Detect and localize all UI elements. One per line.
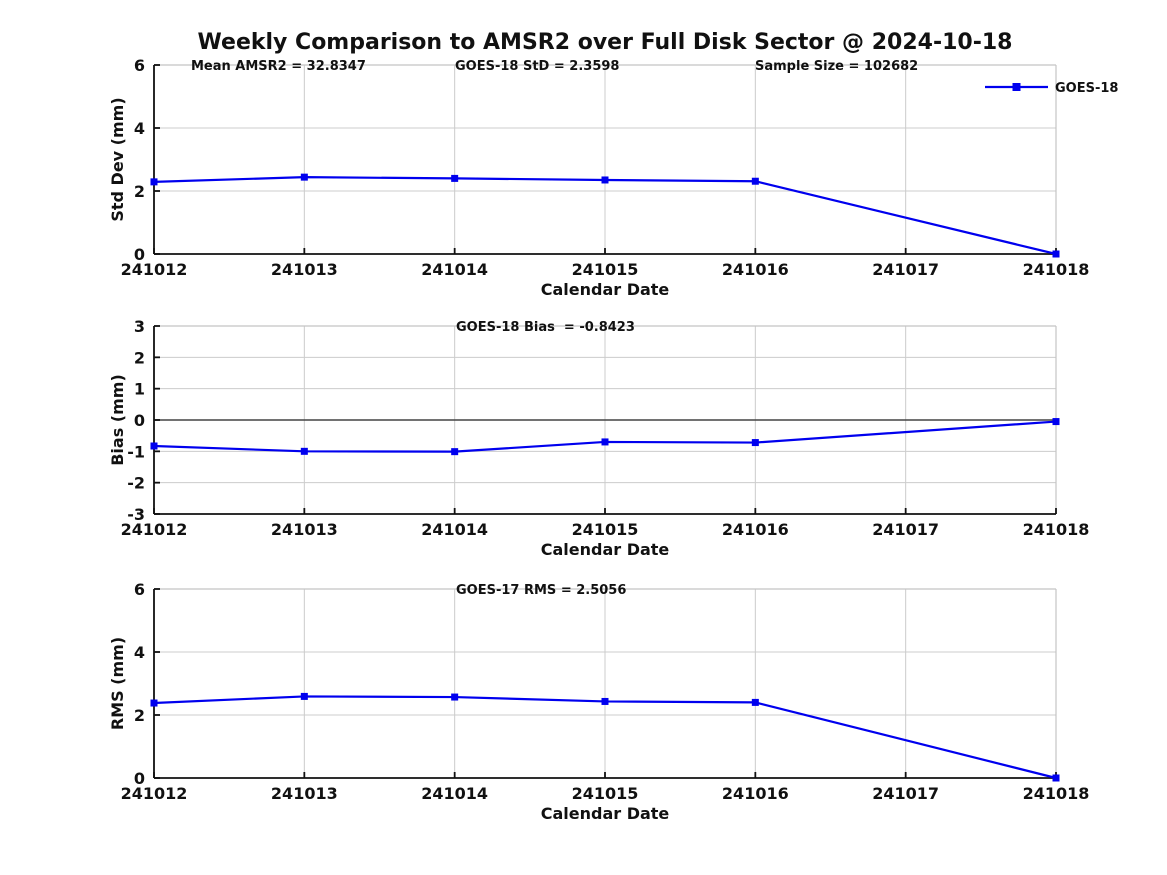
data-line	[153, 695, 1057, 780]
stat-annotation: GOES-17 RMS = 2.5056	[456, 583, 626, 598]
x-tick-label: 241015	[572, 260, 639, 279]
data-point-marker	[300, 692, 308, 700]
data-point-marker	[451, 448, 459, 456]
data-point-marker	[751, 177, 759, 185]
x-tick-label: 241012	[121, 520, 188, 539]
data-point-marker	[601, 176, 609, 184]
y-axis-label: Std Dev (mm)	[108, 97, 127, 221]
y-tick-label: 0	[134, 769, 145, 788]
y-tick-label: 4	[134, 119, 145, 138]
x-tick-label: 241017	[872, 520, 939, 539]
data-point-marker	[751, 698, 759, 706]
x-tick-label: 241015	[572, 520, 639, 539]
x-tick-label: 241012	[121, 260, 188, 279]
x-tick-label: 241013	[271, 784, 338, 803]
figure-title: Weekly Comparison to AMSR2 over Full Dis…	[197, 30, 1013, 55]
x-axis-label: Calendar Date	[541, 540, 670, 559]
x-tick-label: 241018	[1023, 784, 1090, 803]
y-tick-label: 0	[134, 411, 145, 430]
y-tick-label: -3	[127, 505, 145, 524]
x-tick-label: 241018	[1023, 520, 1090, 539]
x-tick-label: 241017	[872, 260, 939, 279]
x-tick-label: 241015	[572, 784, 639, 803]
data-point-marker	[150, 178, 158, 186]
data-point-marker	[601, 697, 609, 705]
data-point-marker	[751, 439, 759, 447]
y-tick-label: 3	[134, 317, 145, 336]
x-tick-label: 241014	[421, 520, 488, 539]
y-tick-label: -2	[127, 474, 145, 493]
stat-annotation: Sample Size = 102682	[755, 59, 918, 74]
y-tick-label: 0	[134, 245, 145, 264]
y-axis-label: RMS (mm)	[108, 637, 127, 730]
data-point-marker	[300, 447, 308, 455]
x-tick-label: 241018	[1023, 260, 1090, 279]
x-tick-label: 241017	[872, 784, 939, 803]
x-tick-label: 241014	[421, 260, 488, 279]
y-tick-label: 2	[134, 348, 145, 367]
y-tick-label: 6	[134, 580, 145, 599]
data-point-marker	[451, 174, 459, 182]
data-line	[153, 176, 1057, 256]
data-point-marker	[1052, 418, 1060, 426]
stat-annotation: GOES-18 Bias = -0.8423	[456, 320, 635, 335]
x-tick-label: 241013	[271, 520, 338, 539]
legend-marker-sample	[1012, 83, 1021, 91]
y-tick-label: 6	[134, 56, 145, 75]
data-point-marker	[451, 693, 459, 701]
x-tick-label: 241014	[421, 784, 488, 803]
stat-annotation: GOES-18 StD = 2.3598	[455, 59, 619, 74]
x-tick-label: 241016	[722, 260, 789, 279]
data-line	[153, 420, 1057, 453]
y-axis-label: Bias (mm)	[108, 374, 127, 466]
data-point-marker	[1052, 250, 1060, 258]
y-tick-label: -1	[127, 442, 145, 461]
y-tick-label: 1	[134, 380, 145, 399]
data-point-marker	[150, 699, 158, 707]
x-tick-label: 241016	[722, 520, 789, 539]
y-tick-label: 4	[134, 643, 145, 662]
y-tick-label: 2	[134, 182, 145, 201]
x-axis-label: Calendar Date	[541, 280, 670, 299]
data-point-marker	[300, 173, 308, 181]
legend-label: GOES-18	[1055, 81, 1118, 96]
data-point-marker	[150, 442, 158, 450]
data-point-marker	[1052, 774, 1060, 782]
x-tick-label: 241016	[722, 784, 789, 803]
x-tick-label: 241012	[121, 784, 188, 803]
stat-annotation: Mean AMSR2 = 32.8347	[191, 59, 366, 74]
data-point-marker	[601, 438, 609, 446]
x-axis-label: Calendar Date	[541, 804, 670, 823]
y-tick-label: 2	[134, 706, 145, 725]
x-tick-label: 241013	[271, 260, 338, 279]
